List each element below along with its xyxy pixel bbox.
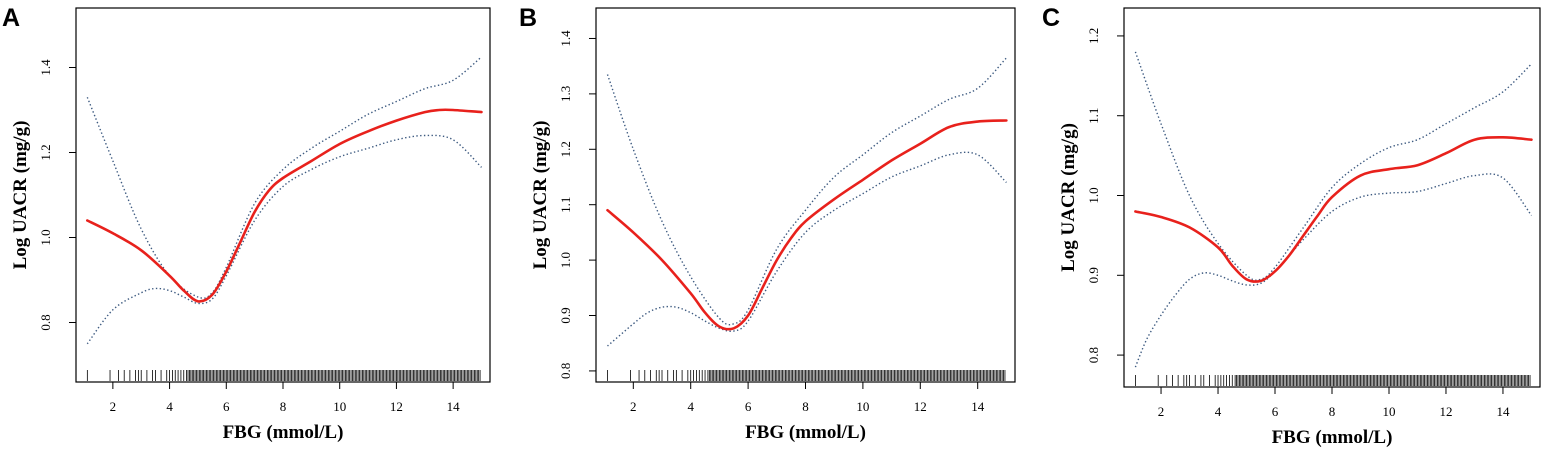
y-tick-label: 0.8 (1086, 347, 1101, 363)
x-tick-label: 10 (333, 399, 346, 414)
y-tick-label: 1.1 (558, 197, 573, 213)
fitted-curve (606, 119, 1008, 331)
fitted-curve (1134, 135, 1533, 283)
x-tick-label: 2 (110, 399, 117, 414)
rug-plot (607, 370, 1006, 381)
y-axis-title: Log UACR (mg/g) (1058, 123, 1079, 272)
x-tick-label: 6 (223, 399, 230, 414)
panel-b: B 2 4 6 8 10 12 14 0.8 0.9 1.0 1.1 1.2 1.3 1.4 FBG (mmo… (515, 0, 1030, 453)
x-tick-label: 12 (914, 399, 927, 414)
panel-label-a: A (2, 4, 20, 32)
x-tick-label: 4 (166, 399, 173, 414)
y-tick-label: 0.9 (558, 307, 573, 323)
y-tick-label: 1.0 (1086, 187, 1101, 203)
x-axis-title: FBG (mmol/L) (1272, 427, 1393, 448)
ci-lower-curve (86, 134, 482, 345)
x-tick-label: 8 (802, 399, 809, 414)
x-tick-label: 8 (280, 399, 287, 414)
chart-b: B 2 4 6 8 10 12 14 0.8 0.9 1.0 1.1 1.2 1.3 1.4 FBG (mmo… (519, 4, 1016, 443)
x-tick-label: 14 (447, 399, 461, 414)
x-axis-title: FBG (mmol/L) (223, 422, 344, 443)
rug-plot (1134, 375, 1531, 386)
ci-lower-curve (1134, 173, 1533, 368)
panel-c: C 2 4 6 8 10 12 14 0.8 0.9 1.0 1.1 1.2 FBG (mmol/L) Lo… (1030, 0, 1546, 453)
x-axis-title: FBG (mmol/L) (745, 422, 866, 443)
ci-upper-curve (606, 57, 1007, 326)
x-tick-label: 2 (1158, 404, 1165, 419)
panel-label-b: B (519, 4, 537, 32)
y-tick-label: 1.1 (1086, 108, 1101, 124)
chart-a: A 2 4 6 8 10 12 14 0.8 1.0 1.2 1.4 FBG (mmol/L) Log U… (2, 4, 491, 443)
x-tick-label: 4 (1215, 404, 1222, 419)
panel-a: A 2 4 6 8 10 12 14 0.8 1.0 1.2 1.4 FBG (mmol/L) Log U… (0, 0, 515, 453)
plot-frame (595, 7, 1016, 383)
panel-label-c: C (1042, 4, 1060, 32)
x-tick-label: 10 (1382, 404, 1395, 419)
x-tick-label: 12 (1439, 404, 1452, 419)
x-tick-label: 2 (630, 399, 637, 414)
y-tick-label: 1.3 (558, 86, 573, 102)
y-axis-title: Log UACR (mg/g) (10, 121, 31, 270)
y-tick-label: 1.2 (1086, 28, 1101, 44)
rug-plot (86, 370, 481, 381)
y-tick-label: 1.0 (38, 229, 53, 245)
y-tick-label: 0.9 (1086, 267, 1101, 283)
y-tick-label: 0.8 (558, 363, 573, 379)
fitted-curve (86, 108, 483, 303)
y-tick-label: 1.4 (558, 30, 573, 47)
ci-lower-curve (607, 151, 1007, 347)
y-tick-label: 0.8 (38, 314, 53, 330)
x-tick-label: 12 (390, 399, 403, 414)
y-tick-label: 1.2 (558, 141, 573, 157)
y-tick-label: 1.0 (558, 252, 573, 268)
x-tick-label: 4 (687, 399, 694, 414)
y-axis-title: Log UACR (mg/g) (530, 121, 551, 270)
x-tick-label: 14 (971, 399, 985, 414)
x-tick-label: 14 (1496, 404, 1510, 419)
y-tick-label: 1.4 (38, 59, 53, 76)
x-tick-label: 6 (1272, 404, 1279, 419)
x-tick-label: 8 (1329, 404, 1336, 419)
x-tick-label: 6 (745, 399, 752, 414)
plot-frame (75, 7, 491, 383)
x-tick-label: 10 (856, 399, 869, 414)
ci-upper-curve (1134, 51, 1532, 281)
y-tick-label: 1.2 (38, 144, 53, 160)
chart-c: C 2 4 6 8 10 12 14 0.8 0.9 1.0 1.1 1.2 FBG (mmol/L) Lo… (1042, 4, 1541, 448)
